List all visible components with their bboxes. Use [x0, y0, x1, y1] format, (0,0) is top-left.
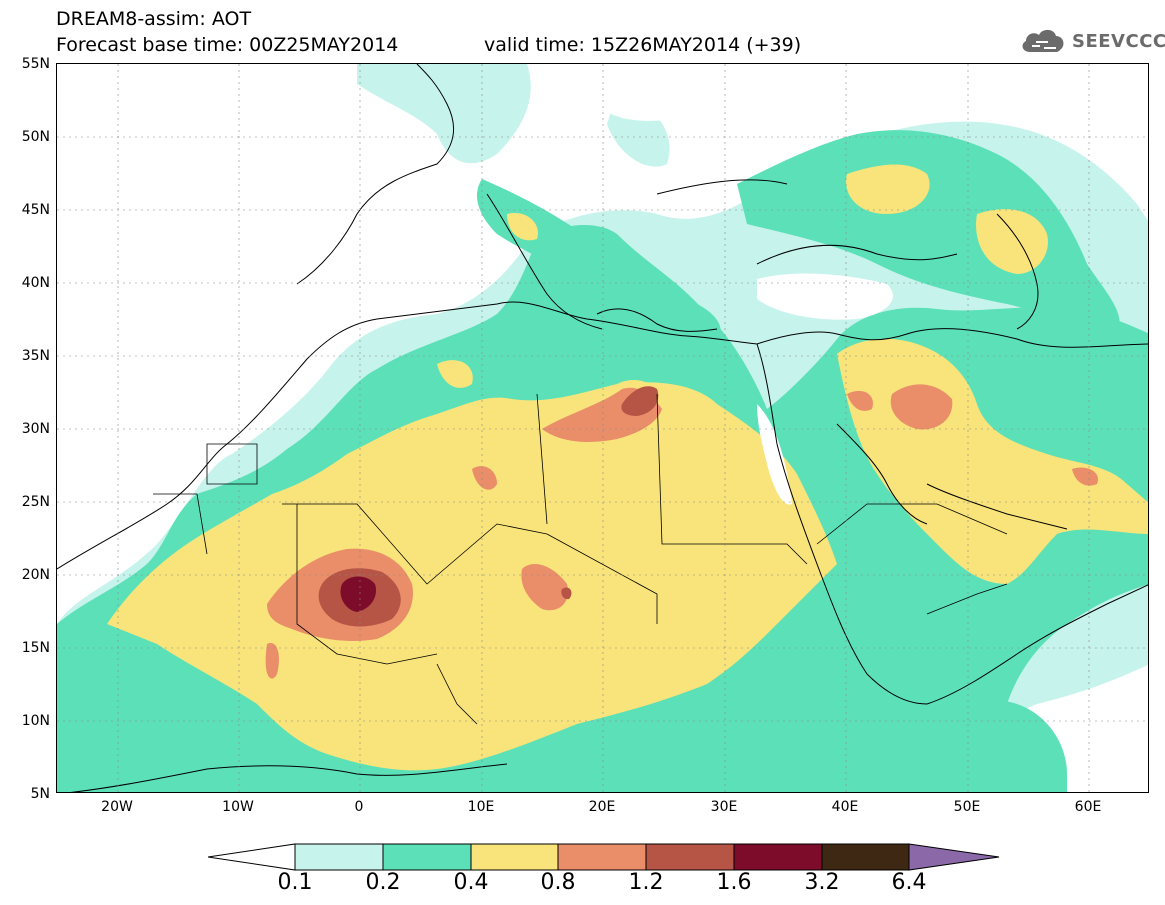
aot-band-1.6: [340, 576, 377, 612]
logo-text: SEEVCCC: [1072, 30, 1165, 52]
lon-label-50e: 50E: [953, 799, 981, 815]
aot-map-svg: [57, 64, 1148, 792]
lat-label-15n: 15N: [21, 640, 50, 656]
colorbar-label-0.1: 0.1: [277, 870, 313, 895]
lat-label-35n: 35N: [21, 348, 50, 364]
lat-label-55n: 55N: [21, 56, 50, 72]
colorbar-swatch-0.2: [382, 843, 472, 871]
country-borders: [153, 393, 1008, 725]
colorbar-label-1.2: 1.2: [628, 870, 664, 895]
valid-time: valid time: 15Z26MAY2014 (+39): [484, 34, 802, 56]
lat-label-20n: 20N: [21, 567, 50, 583]
lon-label-40e: 40E: [831, 799, 859, 815]
lon-label-10e: 10E: [467, 799, 495, 815]
lon-label-60e: 60E: [1074, 799, 1102, 815]
lat-label-30n: 30N: [21, 421, 50, 437]
lat-label-50n: 50N: [21, 129, 50, 145]
colorbar-label-0.4: 0.4: [453, 870, 489, 895]
colorbar-label-1.6: 1.6: [716, 870, 752, 895]
lon-label-10w: 10W: [222, 799, 254, 815]
cloud-icon: [1022, 29, 1064, 52]
lat-label-25n: 25N: [21, 494, 50, 510]
lon-label-20e: 20E: [588, 799, 616, 815]
graticule: [57, 64, 1148, 792]
map-title: DREAM8-assim: AOT: [56, 8, 252, 30]
colorbar-swatch-0.1: [294, 843, 384, 871]
colorbar-label-6.4: 6.4: [891, 870, 927, 895]
colorbar-label-3.2: 3.2: [804, 870, 840, 895]
colorbar-swatch-3.2: [821, 843, 910, 871]
colorbar-over-arrow: [908, 843, 1000, 871]
colorbar: [208, 843, 1000, 871]
colorbar-label-0.2: 0.2: [365, 870, 401, 895]
map-area[interactable]: [56, 63, 1149, 793]
lon-label-0: 0: [354, 799, 364, 815]
forecast-base-time: Forecast base time: 00Z25MAY2014: [56, 34, 399, 56]
white-gaps: [587, 82, 893, 505]
colorbar-swatch-0.4: [470, 843, 559, 871]
lat-label-45n: 45N: [21, 202, 50, 218]
lat-label-10n: 10N: [21, 713, 50, 729]
lat-label-5n: 5N: [30, 786, 50, 802]
colorbar-swatch-1.2: [645, 843, 735, 871]
colorbar-label-0.8: 0.8: [540, 870, 576, 895]
lon-label-20w: 20W: [101, 799, 133, 815]
colorbar-under-arrow: [208, 843, 296, 871]
seevccc-logo: SEEVCCC: [1018, 26, 1165, 56]
lon-label-30e: 30E: [710, 799, 738, 815]
colorbar-swatch-0.8: [557, 843, 647, 871]
coastlines: [57, 64, 1148, 792]
lat-label-40n: 40N: [21, 275, 50, 291]
colorbar-swatch-1.6: [733, 843, 823, 871]
